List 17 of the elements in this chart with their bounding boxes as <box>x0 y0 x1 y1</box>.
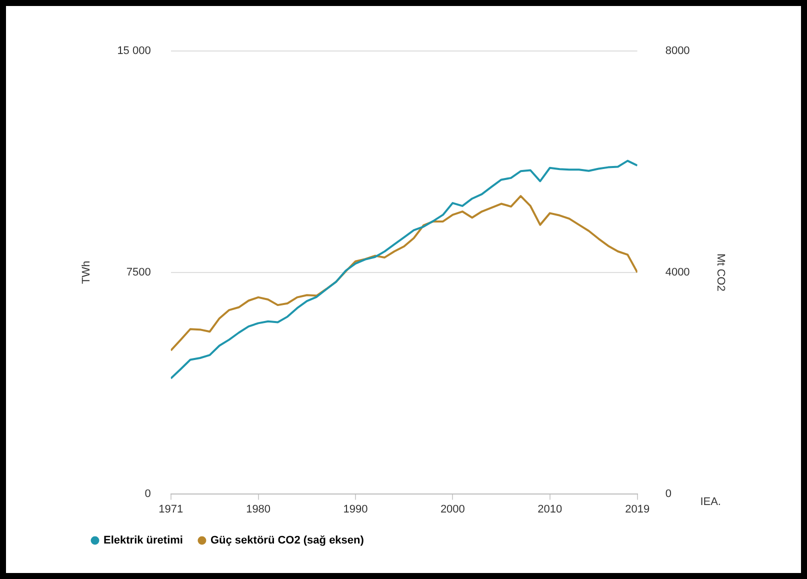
y-axis-title: TWh <box>80 260 93 284</box>
legend-label: Güç sektörü CO2 (sağ eksen) <box>210 534 364 547</box>
x-tick-label: 1990 <box>343 503 368 516</box>
x-tick-label: 1971 <box>158 503 184 516</box>
y-tick-label: 15 000 <box>117 45 151 58</box>
x-tick-label: 2010 <box>538 503 562 516</box>
y-tick-label: 7500 <box>126 266 151 278</box>
y2-tick-label: 4000 <box>665 266 690 278</box>
text: IEA. <box>700 496 721 508</box>
x-tick-label: 2019 <box>625 503 650 516</box>
x-tick-label: 1980 <box>246 503 271 516</box>
y2-tick-label: 0 <box>665 488 672 500</box>
x-tick-label: 2000 <box>440 503 465 516</box>
y2-axis-title: Mt CO2 <box>714 253 726 292</box>
y-tick-label: 0 <box>144 488 151 500</box>
legend-label: Elektrik üretimi <box>104 534 183 547</box>
y2-tick-label: 8000 <box>665 45 690 58</box>
